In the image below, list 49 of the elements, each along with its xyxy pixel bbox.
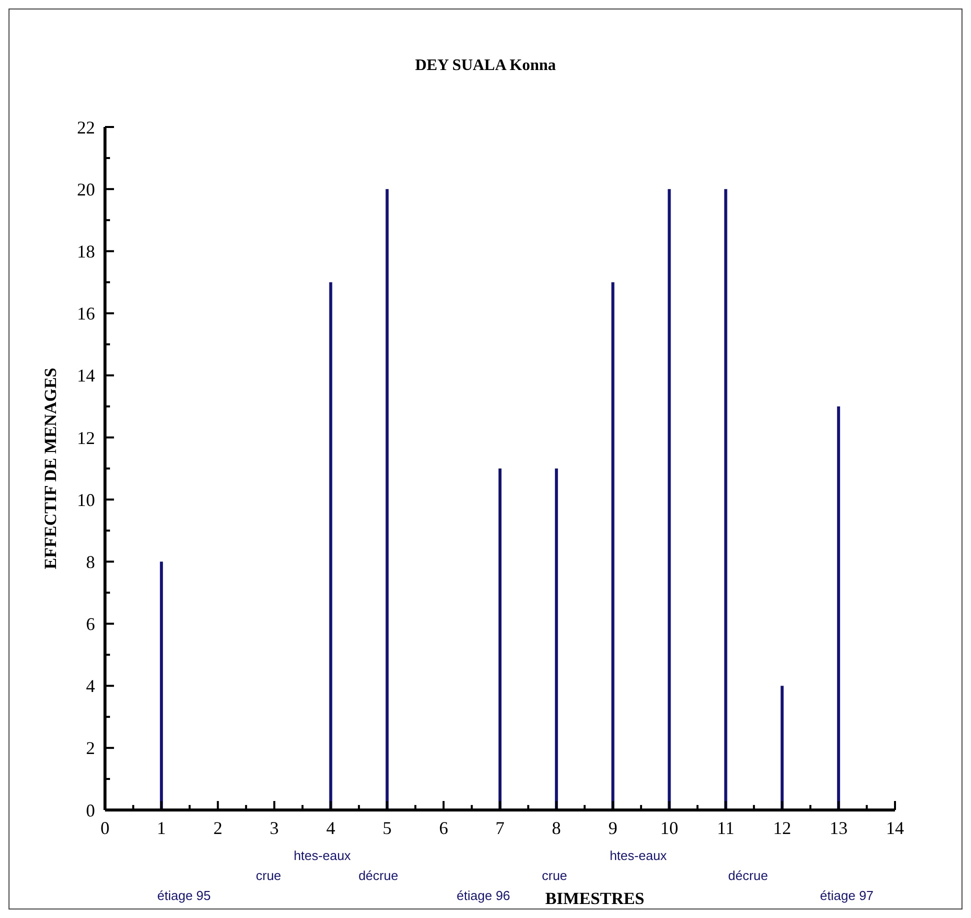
bar [837, 406, 840, 810]
bar [498, 468, 502, 810]
y-tick-label: 12 [77, 428, 95, 448]
bar [554, 468, 558, 810]
bar [386, 189, 389, 810]
x-tick-label: 12 [773, 818, 792, 838]
text: étiage 97 [820, 888, 874, 903]
y-tick-label: 22 [77, 117, 95, 138]
x-tick-label: 7 [496, 818, 504, 838]
y-tick-label: 18 [77, 241, 95, 262]
bar [329, 282, 332, 810]
text: étiage 96 [456, 888, 510, 903]
chart-title: DEY SUALA Konna [415, 57, 556, 74]
text: htes-eaux [610, 848, 668, 863]
y-tick-label: 2 [86, 738, 95, 758]
x-tick-label: 1 [156, 818, 166, 838]
x-tick-label: 13 [830, 818, 848, 838]
bar [611, 282, 614, 810]
x-tick-label: 5 [382, 818, 392, 838]
text: décrue [728, 868, 768, 883]
x-tick-label: 10 [660, 818, 678, 838]
text: crue [542, 868, 568, 883]
text: crue [256, 868, 282, 883]
bar [160, 562, 163, 810]
bar [724, 189, 728, 810]
y-tick-label: 6 [86, 614, 95, 634]
bar [780, 686, 784, 810]
y-tick-label: 14 [77, 366, 95, 386]
y-tick-label: 8 [86, 552, 95, 572]
x-tick-label: 11 [717, 818, 734, 838]
x-tick-label: 2 [213, 818, 222, 838]
bar [668, 189, 671, 810]
y-tick-label: 0 [86, 800, 95, 820]
y-tick-label: 16 [77, 304, 95, 324]
y-tick-label: 20 [77, 179, 95, 200]
x-tick-label: 9 [608, 818, 618, 838]
x-tick-label: 4 [326, 818, 336, 838]
text: étiage 95 [157, 888, 211, 903]
x-axis-title: BIMESTRES [545, 889, 644, 908]
text: décrue [358, 868, 398, 883]
x-tick-label: 8 [552, 818, 561, 838]
x-tick-label: 3 [270, 818, 279, 838]
x-tick-label: 0 [100, 818, 110, 838]
y-axis-title: EFFECTIF DE MENAGES [41, 368, 60, 570]
x-tick-label: 14 [886, 818, 904, 838]
text: htes-eaux [294, 848, 352, 863]
y-tick-label: 4 [86, 676, 95, 696]
x-tick-label: 6 [439, 818, 448, 838]
y-tick-label: 10 [77, 490, 95, 510]
